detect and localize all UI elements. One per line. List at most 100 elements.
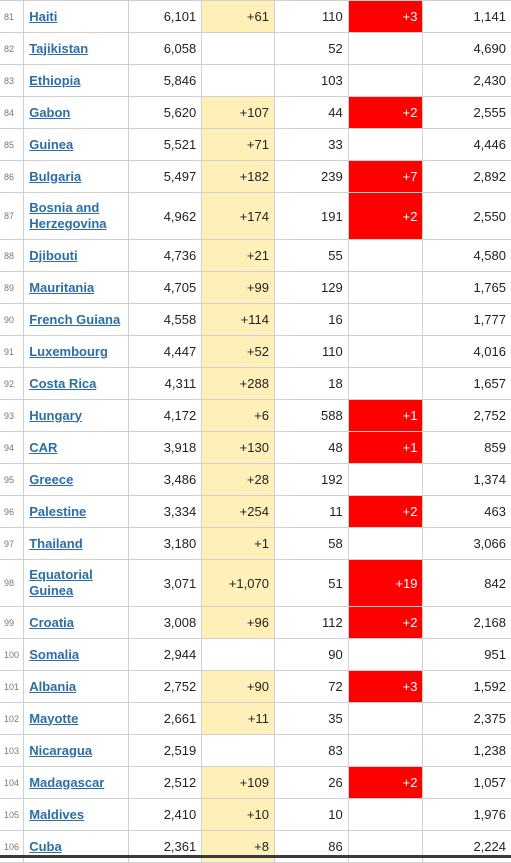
table-row: 88 Djibouti 4,736 +21 55 4,580 [0, 239, 511, 272]
cases-per-million-cell: 2,430 [422, 64, 511, 97]
country-cell: Gabon [23, 96, 129, 129]
country-cell: Tajikistan [23, 32, 129, 65]
country-link[interactable]: Thailand [29, 535, 83, 551]
country-cell: Mauritania [23, 271, 129, 304]
country-cell: Hungary [23, 399, 129, 432]
table-row: 100 Somalia 2,944 90 951 [0, 638, 511, 671]
country-link[interactable]: Albania [29, 678, 77, 694]
total-cases-cell: 5,497 [127, 160, 203, 193]
country-cell: Costa Rica [23, 367, 129, 400]
cases-per-million-cell: 2,892 [422, 160, 511, 193]
new-deaths-cell: +2 [347, 766, 424, 799]
country-link[interactable]: Greece [29, 471, 74, 487]
rank-cell: 95 [0, 463, 25, 496]
cases-per-million-cell: 3,066 [422, 527, 511, 560]
country-link[interactable]: Bosnia and Herzegovina [29, 200, 107, 231]
table-row: 103 Nicaragua 2,519 83 1,238 [0, 734, 511, 767]
table-row: 82 Tajikistan 6,058 52 4,690 [0, 32, 511, 65]
rank-cell: 90 [0, 303, 25, 336]
scrollbar-track[interactable] [0, 855, 511, 858]
total-deaths-cell: 48 [273, 431, 349, 464]
table-row: 95 Greece 3,486 +28 192 1,374 [0, 463, 511, 496]
country-link[interactable]: Cuba [29, 838, 62, 854]
rank-cell: 93 [0, 399, 25, 432]
total-deaths-cell: 90 [273, 638, 349, 671]
total-cases-cell: 2,661 [127, 702, 203, 735]
country-cell: Maldives [23, 798, 129, 831]
country-link[interactable]: French Guiana [29, 311, 121, 327]
country-cell: Albania [23, 670, 129, 703]
total-deaths-cell: 52 [273, 32, 349, 65]
rank-cell: 94 [0, 431, 25, 464]
total-deaths-cell: 33 [273, 128, 349, 161]
total-cases-cell: 4,962 [127, 192, 203, 240]
new-deaths-cell [347, 32, 424, 65]
new-deaths-cell [347, 271, 424, 304]
country-cell: Haiti [23, 0, 129, 33]
country-link[interactable]: Palestine [29, 503, 87, 519]
new-deaths-cell [347, 638, 424, 671]
table-row: 86 Bulgaria 5,497 +182 239 +7 2,892 [0, 160, 511, 193]
table-row: 83 Ethiopia 5,846 103 2,430 [0, 64, 511, 97]
cases-per-million-cell: 4,446 [422, 128, 511, 161]
country-link[interactable]: Ethiopia [29, 72, 81, 88]
rank-cell: 82 [0, 32, 25, 65]
country-link[interactable]: Costa Rica [29, 375, 97, 391]
country-link[interactable]: Madagascar [29, 774, 105, 790]
total-cases-cell: 2,512 [127, 766, 203, 799]
country-link[interactable]: Equatorial Guinea [29, 567, 93, 598]
country-link[interactable]: Luxembourg [29, 343, 108, 359]
new-cases-cell [201, 638, 275, 671]
total-deaths-cell: 44 [273, 96, 349, 129]
country-cell: Croatia [23, 606, 129, 639]
cases-per-million-cell: 4,580 [422, 239, 511, 272]
table-row: 99 Croatia 3,008 +96 112 +2 2,168 [0, 606, 511, 639]
total-deaths-cell: 103 [273, 64, 349, 97]
country-link[interactable]: Somalia [29, 646, 80, 662]
country-link[interactable]: Haiti [29, 8, 58, 24]
total-deaths-cell: 11 [273, 495, 349, 528]
new-deaths-cell [347, 463, 424, 496]
country-link[interactable]: Bulgaria [29, 168, 82, 184]
country-link[interactable]: Djibouti [29, 247, 78, 263]
country-cell: Bosnia and Herzegovina [23, 192, 129, 240]
total-cases-cell: 3,334 [127, 495, 203, 528]
new-cases-cell: +6 [201, 399, 275, 432]
country-cell: French Guiana [23, 303, 129, 336]
country-link[interactable]: Mauritania [29, 279, 95, 295]
rank-cell: 103 [0, 734, 25, 767]
total-deaths-cell: 58 [273, 527, 349, 560]
table-row: 87 Bosnia and Herzegovina 4,962 +174 191 +2 2,… [0, 192, 511, 240]
country-link[interactable]: Croatia [29, 614, 74, 630]
new-cases-cell: +71 [201, 128, 275, 161]
country-link[interactable]: Mayotte [29, 710, 79, 726]
country-link[interactable]: Nicaragua [29, 742, 93, 758]
new-deaths-cell [347, 64, 424, 97]
new-cases-cell: +99 [201, 271, 275, 304]
total-cases-cell: 4,172 [127, 399, 203, 432]
rank-cell: 85 [0, 128, 25, 161]
rank-cell: 105 [0, 798, 25, 831]
total-cases-cell: 6,058 [127, 32, 203, 65]
country-cell: Equatorial Guinea [23, 559, 129, 607]
new-cases-cell [201, 32, 275, 65]
country-link[interactable]: Maldives [29, 806, 85, 822]
country-link[interactable]: CAR [29, 439, 58, 455]
new-deaths-cell [347, 303, 424, 336]
new-cases-cell: +52 [201, 335, 275, 368]
country-link[interactable]: Guinea [29, 136, 74, 152]
country-link[interactable]: Hungary [29, 407, 82, 423]
total-cases-cell: 2,752 [127, 670, 203, 703]
country-link[interactable]: Gabon [29, 104, 71, 120]
cases-per-million-cell: 1,592 [422, 670, 511, 703]
new-deaths-cell [347, 734, 424, 767]
new-cases-cell: +90 [201, 670, 275, 703]
country-link[interactable]: Tajikistan [29, 40, 89, 56]
total-deaths-cell: 16 [273, 303, 349, 336]
new-cases-cell: +114 [201, 303, 275, 336]
country-cell: Bulgaria [23, 160, 129, 193]
country-cell: Thailand [23, 527, 129, 560]
table-row: 92 Costa Rica 4,311 +288 18 1,657 [0, 367, 511, 400]
total-deaths-cell: 72 [273, 670, 349, 703]
total-cases-cell: 6,101 [127, 0, 203, 33]
